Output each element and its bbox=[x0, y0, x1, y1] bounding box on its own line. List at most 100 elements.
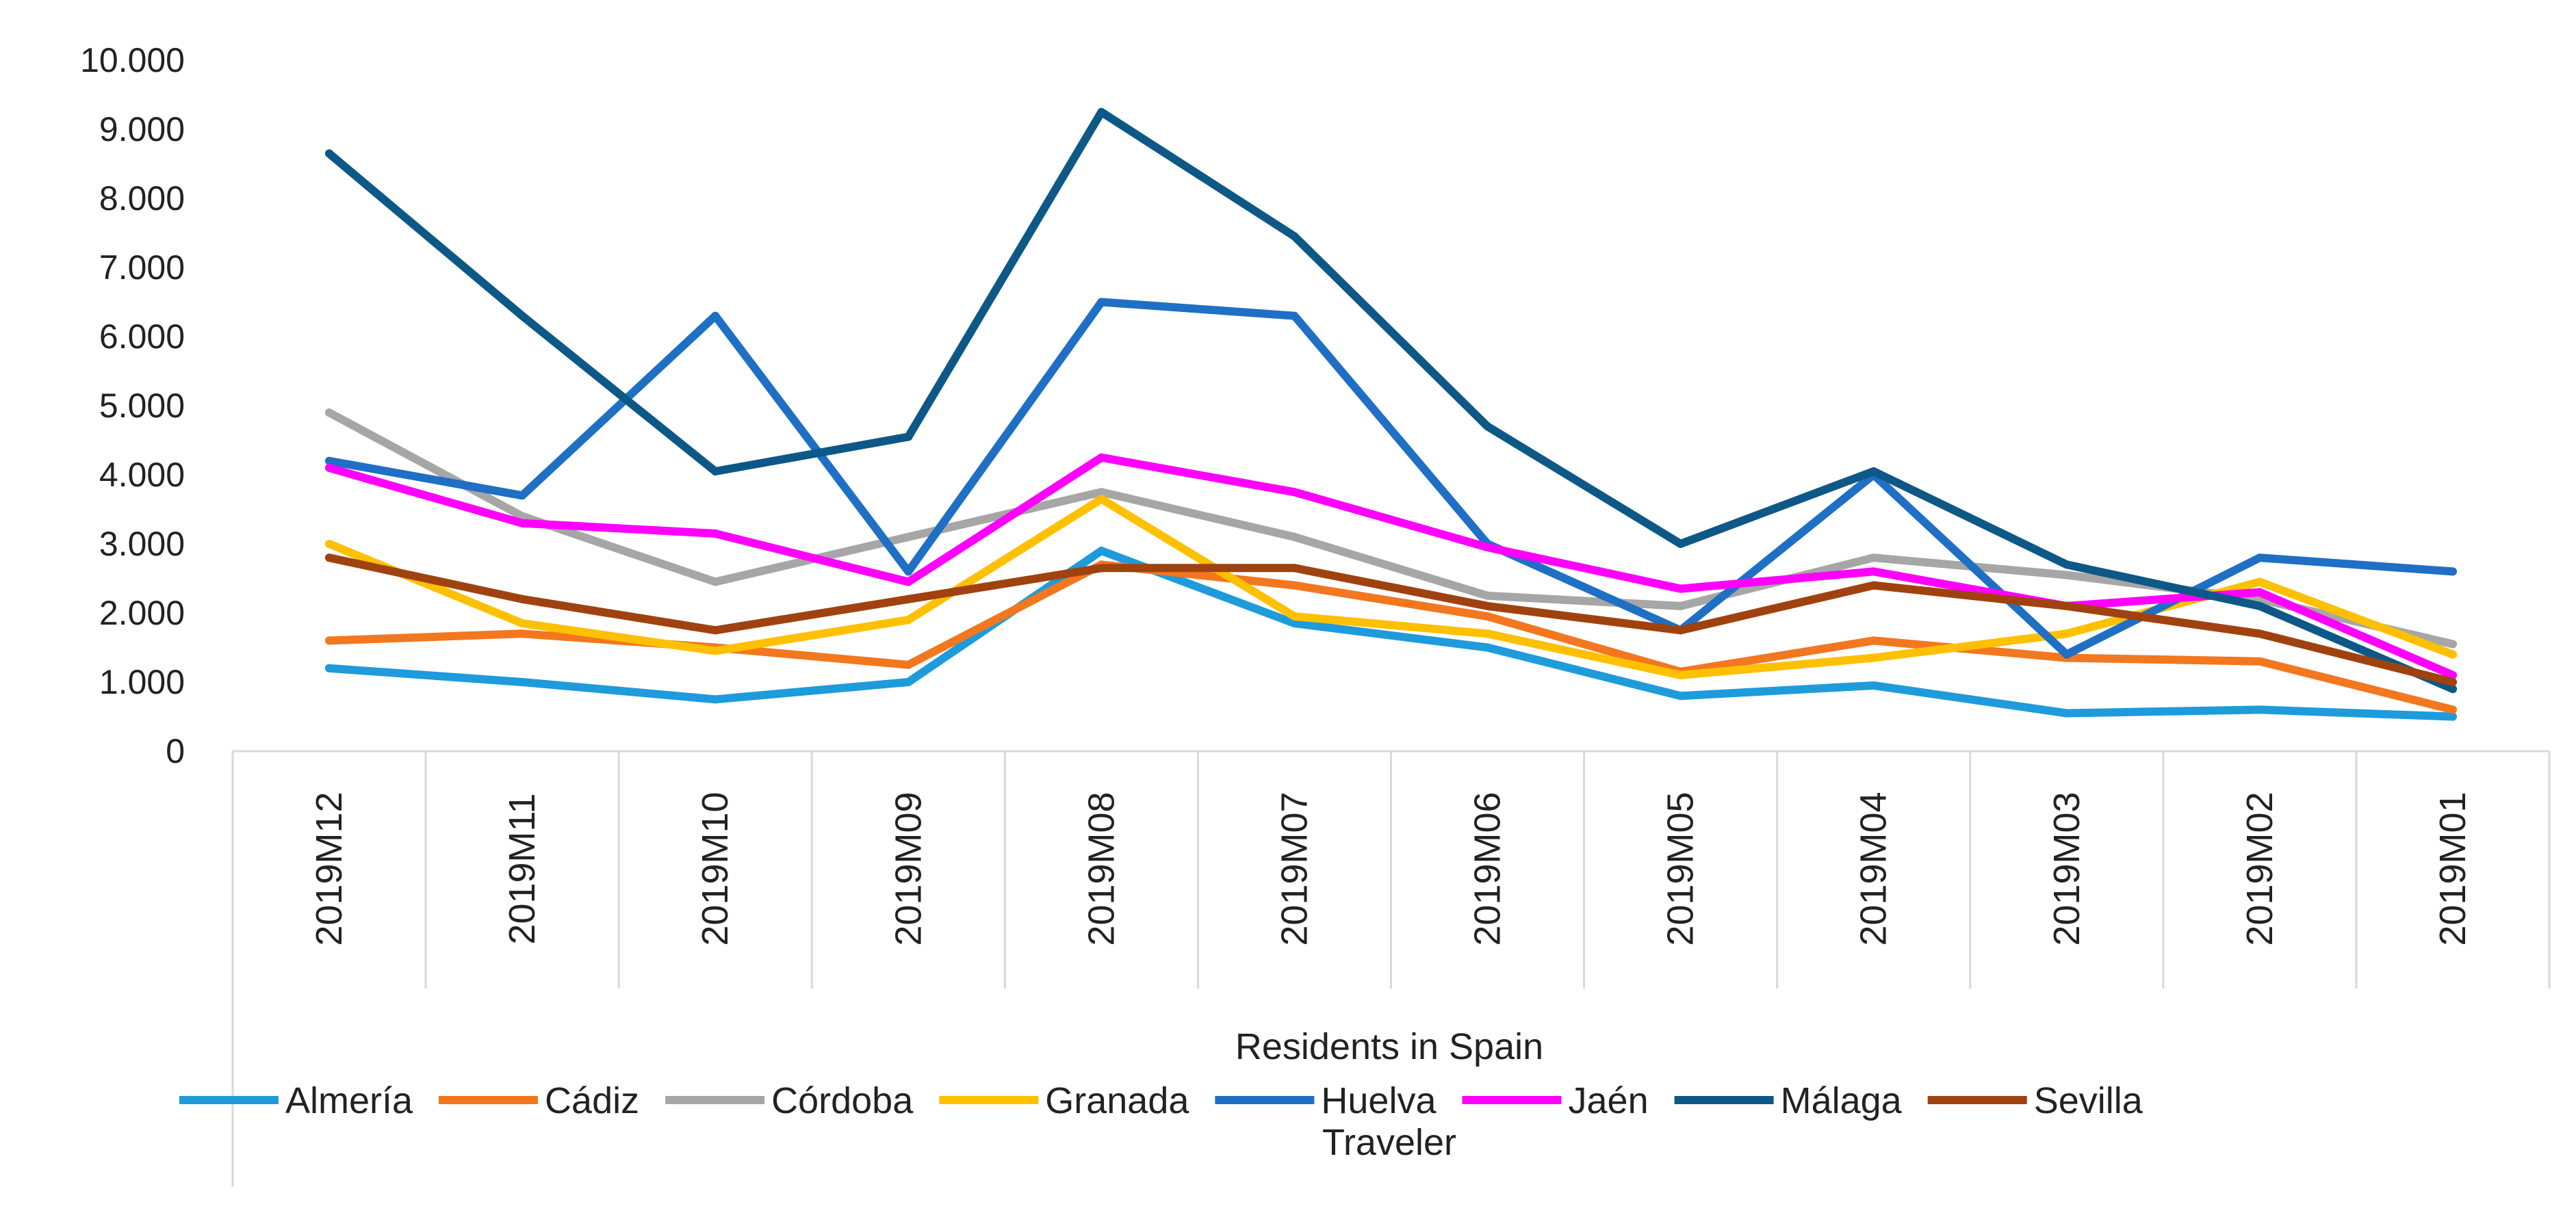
legend-item: Jaén bbox=[1462, 1080, 1649, 1121]
legend-item: Huelva bbox=[1215, 1080, 1437, 1121]
series-group bbox=[325, 547, 2457, 721]
series-line bbox=[325, 547, 2457, 721]
y-tick-label: 4.000 bbox=[99, 456, 185, 494]
data-point bbox=[904, 678, 913, 686]
legend-item: Córdoba bbox=[665, 1080, 914, 1121]
legend-label: Sevilla bbox=[2034, 1080, 2143, 1121]
data-point bbox=[325, 664, 334, 672]
data-point bbox=[518, 595, 527, 603]
data-point bbox=[518, 629, 527, 638]
data-point bbox=[1869, 681, 1878, 690]
data-point bbox=[904, 660, 913, 669]
data-point bbox=[2255, 657, 2264, 666]
x-tick-label: 2019M08 bbox=[1081, 792, 1122, 945]
data-point bbox=[1676, 584, 1685, 593]
chart-caption: Traveler bbox=[1322, 1122, 1456, 1163]
data-point bbox=[2255, 705, 2264, 714]
y-tick-label: 5.000 bbox=[99, 387, 185, 425]
x-tick-label: 2019M04 bbox=[1853, 792, 1894, 945]
x-tick-label: 2019M01 bbox=[2432, 792, 2473, 945]
series-line bbox=[325, 298, 2457, 659]
data-point bbox=[1869, 467, 1878, 475]
data-point bbox=[2255, 553, 2264, 562]
y-tick-label: 3.000 bbox=[99, 525, 185, 563]
x-tick-label: 2019M11 bbox=[502, 793, 543, 944]
data-point bbox=[1676, 692, 1685, 701]
x-tick-label: 2019M09 bbox=[888, 792, 929, 945]
legend-item: Granada bbox=[939, 1080, 1189, 1121]
data-point bbox=[518, 491, 527, 500]
data-point bbox=[2062, 629, 2071, 638]
legend: Almería Cádiz Córdoba Granada Huelva Jaén Mála… bbox=[179, 1080, 2143, 1121]
y-tick-label: 7.000 bbox=[99, 248, 185, 287]
data-point bbox=[1097, 495, 1106, 504]
y-tick-label: 10.000 bbox=[80, 41, 185, 79]
data-point bbox=[518, 512, 527, 521]
data-point bbox=[2255, 577, 2264, 586]
y-axis: 0 1.000 2.000 3.000 4.000 5.000 6.000 7.000 8.00… bbox=[80, 41, 185, 770]
legend-label: Córdoba bbox=[771, 1080, 914, 1121]
data-point bbox=[518, 311, 527, 320]
data-point bbox=[325, 636, 334, 645]
data-point bbox=[1097, 453, 1106, 462]
data-point bbox=[2062, 601, 2071, 610]
data-point bbox=[2062, 709, 2071, 718]
series-group bbox=[325, 495, 2457, 679]
data-point bbox=[1676, 670, 1685, 679]
data-point bbox=[1290, 619, 1299, 628]
data-point bbox=[711, 646, 720, 655]
data-point bbox=[1869, 653, 1878, 662]
series-line bbox=[325, 408, 2457, 649]
y-tick-label: 2.000 bbox=[99, 594, 185, 632]
y-tick-label: 6.000 bbox=[99, 317, 185, 356]
series-group bbox=[325, 553, 2457, 686]
data-point bbox=[1290, 564, 1299, 573]
data-point bbox=[325, 456, 334, 465]
legend-label: Granada bbox=[1045, 1080, 1189, 1121]
data-point bbox=[1676, 601, 1685, 610]
data-point bbox=[1097, 488, 1106, 497]
x-tick-label: 2019M12 bbox=[309, 792, 350, 945]
legend-item: Almería bbox=[179, 1080, 413, 1121]
legend-label: Huelva bbox=[1321, 1080, 1437, 1121]
data-point bbox=[2448, 567, 2457, 576]
data-point bbox=[1483, 591, 1492, 600]
x-tick-label: 2019M07 bbox=[1274, 792, 1315, 945]
data-point bbox=[1290, 532, 1299, 541]
x-tick-label: 2019M06 bbox=[1467, 792, 1508, 945]
y-tick-label: 1.000 bbox=[99, 663, 185, 701]
data-point bbox=[325, 540, 334, 548]
legend-label: Jaén bbox=[1569, 1080, 1649, 1121]
data-point bbox=[1483, 422, 1492, 431]
data-point bbox=[1483, 629, 1492, 638]
data-point bbox=[2255, 588, 2264, 597]
data-point bbox=[1097, 107, 1106, 116]
data-point bbox=[2448, 678, 2457, 686]
y-tick-label: 0 bbox=[166, 732, 185, 770]
data-point bbox=[2062, 571, 2071, 579]
data-point bbox=[711, 577, 720, 586]
y-tick-label: 8.000 bbox=[99, 179, 185, 218]
data-point bbox=[2448, 712, 2457, 721]
data-point bbox=[711, 467, 720, 475]
data-point bbox=[1483, 643, 1492, 652]
x-axis: 2019M12 2019M11 2019M10 2019M09 2019M08 2019M… bbox=[231, 750, 2551, 1187]
data-point bbox=[1483, 543, 1492, 552]
data-point bbox=[325, 553, 334, 562]
data-point bbox=[1869, 553, 1878, 562]
data-point bbox=[325, 149, 334, 158]
data-point bbox=[2448, 650, 2457, 659]
x-axis-title: Residents in Spain bbox=[1235, 1026, 1543, 1067]
data-point bbox=[711, 695, 720, 704]
series-group bbox=[325, 453, 2457, 679]
data-point bbox=[1869, 581, 1878, 590]
data-point bbox=[518, 678, 527, 686]
data-point bbox=[1676, 540, 1685, 548]
x-tick-label: 2019M02 bbox=[2239, 792, 2280, 945]
data-point bbox=[2062, 650, 2071, 659]
data-point bbox=[1290, 311, 1299, 320]
data-point bbox=[1290, 581, 1299, 590]
data-point bbox=[1097, 564, 1106, 573]
data-point bbox=[325, 408, 334, 417]
data-point bbox=[1483, 601, 1492, 610]
